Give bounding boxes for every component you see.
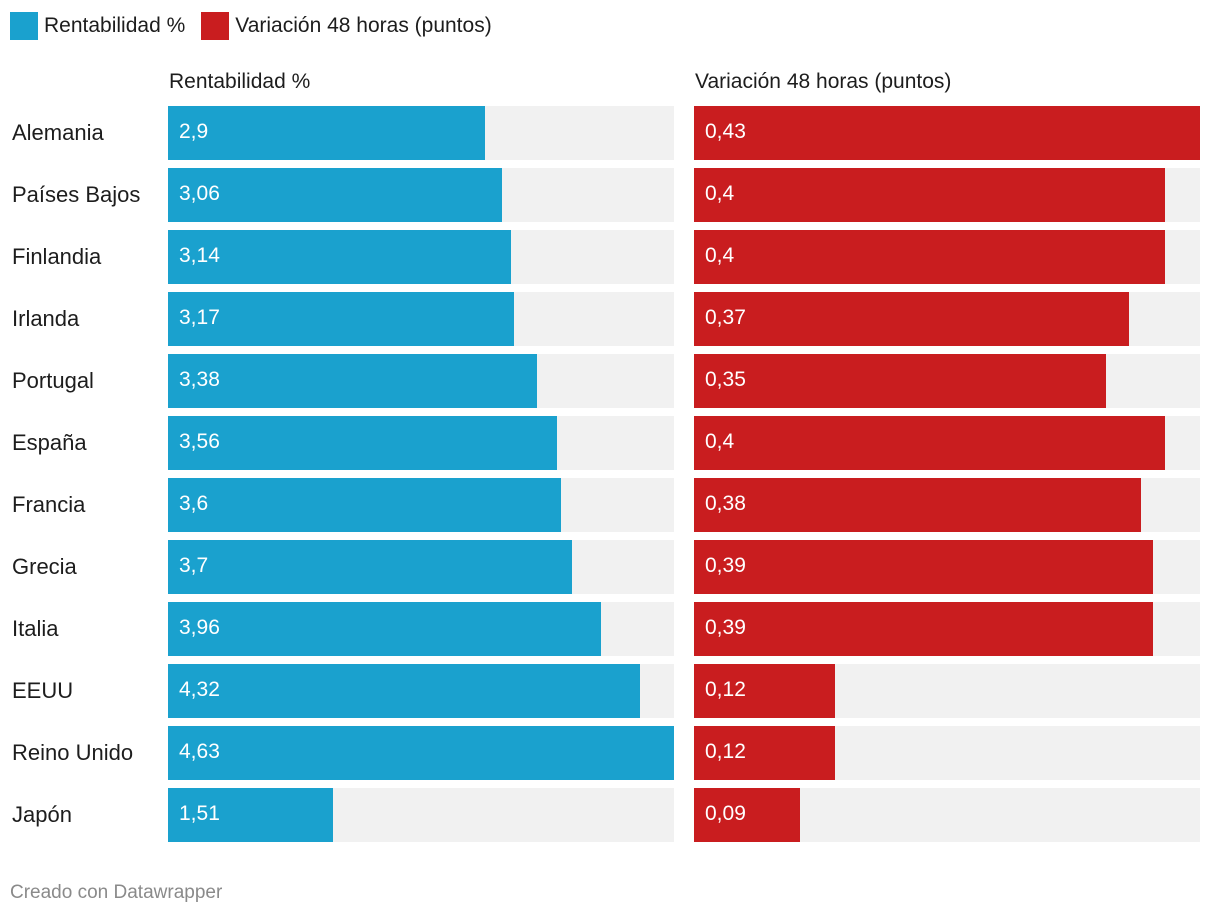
bar-rentabilidad-italia [168, 602, 601, 656]
bar-rentabilidad-portugal [168, 354, 537, 408]
bar-value-label: 0,4 [705, 244, 735, 267]
bar-variacion-eeuu [694, 664, 835, 718]
bar-track-variacion-japon: 0,09 [694, 788, 1200, 842]
bar-variacion-portugal [694, 354, 1106, 408]
bar-rentabilidad-grecia [168, 540, 572, 594]
bar-track-variacion-alemania: 0,43 [694, 106, 1200, 160]
bar-track-rentabilidad-finlandia: 3,14 [168, 230, 674, 284]
bar-rentabilidad-paises-bajos [168, 168, 502, 222]
bar-track-variacion-italia: 0,39 [694, 602, 1200, 656]
bar-rentabilidad-francia [168, 478, 561, 532]
bar-value-label: 3,38 [179, 368, 220, 391]
bar-track-rentabilidad-reino-unido: 4,63 [168, 726, 674, 780]
bar-value-label: 4,63 [179, 740, 220, 763]
bar-value-label: 3,06 [179, 182, 220, 205]
row-label-paises-bajos: Países Bajos [12, 182, 141, 207]
bar-value-label: 0,39 [705, 554, 746, 577]
bar-value-label: 0,35 [705, 368, 746, 391]
bar-track-rentabilidad-eeuu: 4,32 [168, 664, 674, 718]
bar-variacion-alemania [694, 106, 1200, 160]
footer-credit: Creado con Datawrapper [10, 882, 223, 903]
bar-track-variacion-espana: 0,4 [694, 416, 1200, 470]
bar-variacion-reino-unido [694, 726, 835, 780]
bar-track-rentabilidad-francia: 3,6 [168, 478, 674, 532]
bar-track-variacion-portugal: 0,35 [694, 354, 1200, 408]
bar-rentabilidad-reino-unido [168, 726, 674, 780]
bar-rentabilidad-finlandia [168, 230, 511, 284]
bar-value-label: 0,4 [705, 182, 735, 205]
bar-track-rentabilidad-alemania: 2,9 [168, 106, 674, 160]
chart-legend: Rentabilidad % Variación 48 horas (punto… [10, 11, 508, 41]
bar-value-label: 0,4 [705, 430, 735, 453]
bar-value-label: 0,12 [705, 740, 746, 763]
bar-variacion-francia [694, 478, 1141, 532]
bar-track-rentabilidad-paises-bajos: 3,06 [168, 168, 674, 222]
bar-track-rentabilidad-grecia: 3,7 [168, 540, 674, 594]
bar-value-label: 3,17 [179, 306, 220, 329]
row-label-japon: Japón [12, 802, 72, 827]
legend-label-variacion: Variación 48 horas (puntos) [235, 14, 492, 37]
bar-variacion-irlanda [694, 292, 1129, 346]
bar-track-variacion-paises-bajos: 0,4 [694, 168, 1200, 222]
bar-track-variacion-francia: 0,38 [694, 478, 1200, 532]
bar-track-rentabilidad-japon: 1,51 [168, 788, 674, 842]
bar-track-variacion-eeuu: 0,12 [694, 664, 1200, 718]
row-label-reino-unido: Reino Unido [12, 740, 134, 765]
row-label-eeuu: EEUU [12, 678, 74, 703]
bar-rentabilidad-eeuu [168, 664, 640, 718]
bar-value-label: 3,96 [179, 616, 220, 639]
bar-variacion-finlandia [694, 230, 1165, 284]
column-header-rentabilidad: Rentabilidad % [169, 70, 311, 93]
bar-variacion-paises-bajos [694, 168, 1165, 222]
row-label-alemania: Alemania [12, 120, 104, 145]
bar-value-label: 3,7 [179, 554, 209, 577]
legend-swatch-variacion [201, 12, 230, 40]
bar-track-rentabilidad-italia: 3,96 [168, 602, 674, 656]
bar-variacion-japon [694, 788, 800, 842]
legend-label-rentabilidad: Rentabilidad % [44, 14, 186, 37]
bar-value-label: 0,39 [705, 616, 746, 639]
legend-swatch-rentabilidad [10, 12, 38, 40]
column-header-variacion: Variación 48 horas (puntos) [695, 70, 952, 93]
bar-variacion-grecia [694, 540, 1153, 594]
row-label-grecia: Grecia [12, 554, 77, 579]
bar-track-rentabilidad-espana: 3,56 [168, 416, 674, 470]
bar-value-label: 0,38 [705, 492, 746, 515]
bar-value-label: 2,9 [179, 120, 209, 143]
bar-track-variacion-irlanda: 0,37 [694, 292, 1200, 346]
bar-value-label: 0,12 [705, 678, 746, 701]
bar-track-variacion-grecia: 0,39 [694, 540, 1200, 594]
bar-value-label: 1,51 [179, 802, 220, 825]
bar-rentabilidad-espana [168, 416, 557, 470]
bar-track-rentabilidad-portugal: 3,38 [168, 354, 674, 408]
bar-variacion-italia [694, 602, 1153, 656]
bar-rentabilidad-alemania [168, 106, 485, 160]
legend-item-variacion: Variación 48 horas (puntos) [201, 12, 492, 40]
bar-value-label: 0,09 [705, 802, 746, 825]
bar-value-label: 3,14 [179, 244, 220, 267]
bar-value-label: 3,6 [179, 492, 209, 515]
row-label-irlanda: Irlanda [12, 306, 80, 331]
bar-rentabilidad-japon [168, 788, 333, 842]
bar-value-label: 0,43 [705, 120, 746, 143]
row-label-finlandia: Finlandia [12, 244, 102, 269]
row-label-italia: Italia [12, 616, 59, 641]
bar-value-label: 3,56 [179, 430, 220, 453]
row-label-portugal: Portugal [12, 368, 94, 393]
bar-value-label: 4,32 [179, 678, 220, 701]
bar-track-variacion-reino-unido: 0,12 [694, 726, 1200, 780]
row-label-francia: Francia [12, 492, 86, 517]
bar-track-variacion-finlandia: 0,4 [694, 230, 1200, 284]
bar-variacion-espana [694, 416, 1165, 470]
bar-track-rentabilidad-irlanda: 3,17 [168, 292, 674, 346]
bar-value-label: 0,37 [705, 306, 746, 329]
legend-item-rentabilidad: Rentabilidad % [10, 12, 185, 40]
bar-rentabilidad-irlanda [168, 292, 514, 346]
row-label-espana: España [12, 430, 87, 455]
